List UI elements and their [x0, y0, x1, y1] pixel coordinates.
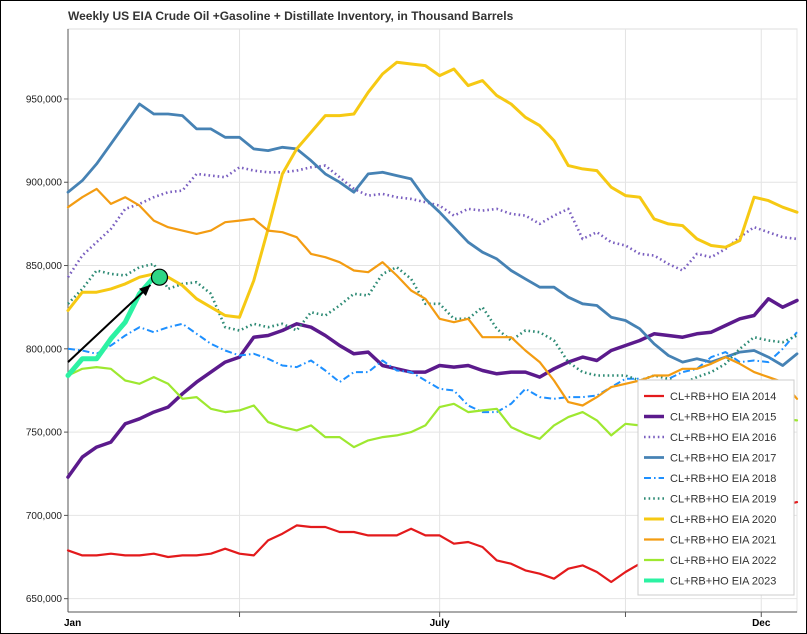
series-line-2021 — [66, 187, 799, 407]
highlight-marker — [150, 268, 169, 286]
y-tick-label: 900,000 — [26, 178, 63, 189]
series-line-2017 — [66, 102, 799, 367]
x-tick-label: Dec — [752, 618, 771, 629]
series-line-2020 — [66, 60, 799, 319]
legend-label: CL+RB+HO EIA 2017 — [670, 453, 776, 465]
y-tick-label: 750,000 — [26, 428, 63, 439]
axes: 650,000 700,000 750,000 800,000 850,000 900,0… — [26, 29, 797, 629]
chart-title: Weekly US EIA Crude Oil +Gasoline + Dist… — [68, 9, 514, 23]
series-line-2018 — [67, 322, 798, 414]
legend-label: CL+RB+HO EIA 2018 — [670, 473, 776, 485]
legend-label: CL+RB+HO EIA 2022 — [670, 555, 776, 567]
y-tick-label: 850,000 — [26, 261, 63, 272]
legend-label: CL+RB+HO EIA 2023 — [670, 576, 776, 588]
annotations — [67, 268, 169, 363]
grid — [67, 28, 798, 613]
legend-label: CL+RB+HO EIA 2014 — [670, 391, 776, 403]
legend-label: CL+RB+HO EIA 2016 — [670, 432, 776, 444]
x-tick-label: Jan — [64, 618, 81, 629]
y-tick-label: 700,000 — [26, 511, 63, 522]
legend-label: CL+RB+HO EIA 2019 — [670, 494, 776, 506]
y-tick-label: 950,000 — [26, 94, 63, 105]
y-tick-label: 800,000 — [26, 344, 63, 355]
legend-label: CL+RB+HO EIA 2015 — [670, 412, 776, 424]
legend-label: CL+RB+HO EIA 2021 — [670, 535, 776, 547]
arrowhead — [139, 284, 151, 297]
legend: CL+RB+HO EIA 2014 CL+RB+HO EIA 2015 CL+RB+… — [637, 379, 795, 596]
y-tick-label: 650,000 — [26, 594, 63, 605]
x-tick-label: July — [430, 618, 450, 629]
legend-label: CL+RB+HO EIA 2020 — [670, 514, 776, 526]
series-line-2015 — [66, 297, 799, 479]
annotation-arrow — [67, 284, 152, 363]
